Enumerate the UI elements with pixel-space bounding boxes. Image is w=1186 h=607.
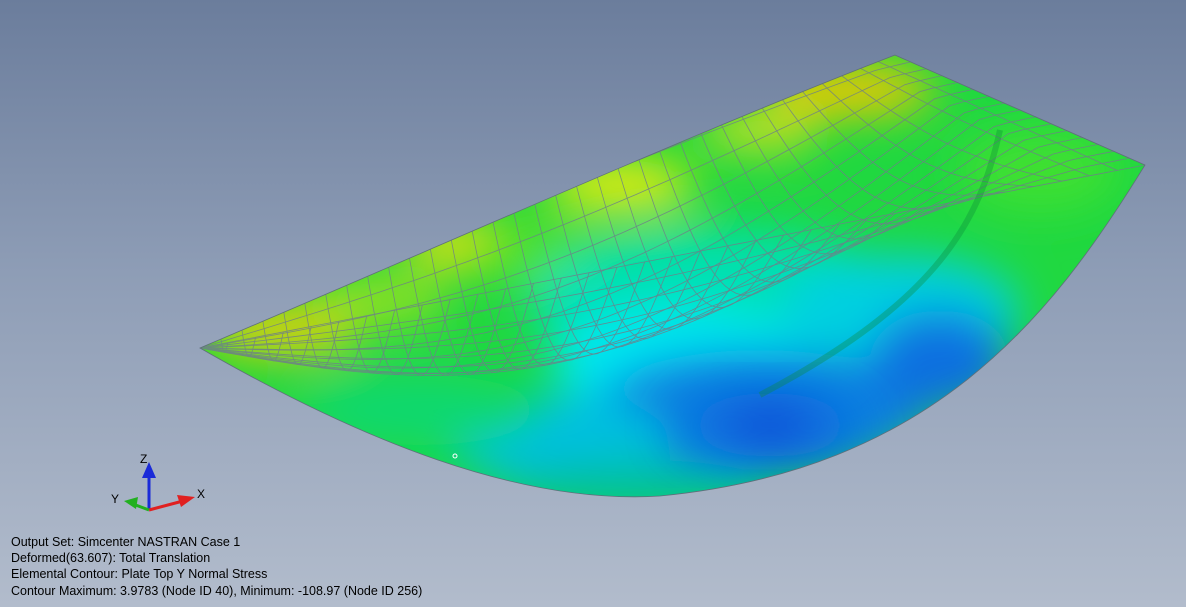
x-axis-label: X bbox=[197, 487, 205, 501]
contour-type-line: Elemental Contour: Plate Top Y Normal St… bbox=[11, 567, 268, 582]
node-marker bbox=[452, 453, 458, 459]
z-axis-arrow-icon bbox=[142, 462, 156, 478]
mesh-line bbox=[772, 85, 979, 210]
mesh-line bbox=[833, 69, 1062, 182]
mesh-line bbox=[792, 80, 1007, 196]
post-processing-info: Output Set: Simcenter NASTRAN Case 1 Def… bbox=[11, 534, 422, 599]
mesh-line bbox=[281, 299, 312, 366]
mesh-line bbox=[812, 74, 1034, 187]
deformed-line: Deformed(63.607): Total Translation bbox=[11, 551, 211, 566]
mesh-line bbox=[404, 229, 479, 376]
mesh-line bbox=[444, 208, 534, 373]
mesh-line bbox=[608, 137, 757, 320]
y-axis-arrow-icon bbox=[124, 497, 138, 509]
mesh-line bbox=[690, 109, 868, 269]
mesh-line bbox=[874, 59, 1118, 171]
x-axis-line bbox=[148, 499, 184, 512]
mesh-line bbox=[363, 252, 423, 376]
mesh-line bbox=[342, 263, 395, 374]
mesh-line bbox=[628, 129, 785, 308]
stress-contour-plate bbox=[200, 55, 1145, 497]
mesh-line bbox=[853, 64, 1090, 177]
output-set-line: Output Set: Simcenter NASTRAN Case 1 bbox=[11, 535, 241, 549]
mesh-line bbox=[301, 287, 340, 369]
mesh-line bbox=[260, 311, 284, 362]
mesh-line bbox=[485, 188, 590, 366]
view-triad[interactable]: Z X Y bbox=[105, 448, 215, 523]
mesh-line bbox=[547, 161, 673, 348]
mesh-line bbox=[240, 323, 256, 358]
mesh-line bbox=[669, 115, 840, 283]
mesh-line bbox=[710, 102, 896, 255]
mesh-line bbox=[506, 179, 618, 361]
mesh-line bbox=[751, 90, 951, 225]
mesh-line bbox=[649, 122, 812, 296]
y-axis-label: Y bbox=[111, 492, 119, 506]
mesh-line bbox=[567, 152, 701, 340]
mesh-line bbox=[383, 240, 451, 376]
mesh-line bbox=[322, 275, 368, 372]
mesh-line bbox=[526, 170, 646, 355]
plate-outline bbox=[199, 54, 1146, 498]
mesh-line bbox=[588, 144, 729, 330]
z-axis-label: Z bbox=[140, 452, 147, 466]
mesh-line bbox=[424, 219, 507, 375]
mesh-line bbox=[220, 335, 229, 353]
mesh-line bbox=[731, 96, 923, 240]
contour-range-line: Contour Maximum: 3.9783 (Node ID 40), Mi… bbox=[11, 583, 423, 598]
x-axis-arrow-icon bbox=[177, 495, 195, 507]
